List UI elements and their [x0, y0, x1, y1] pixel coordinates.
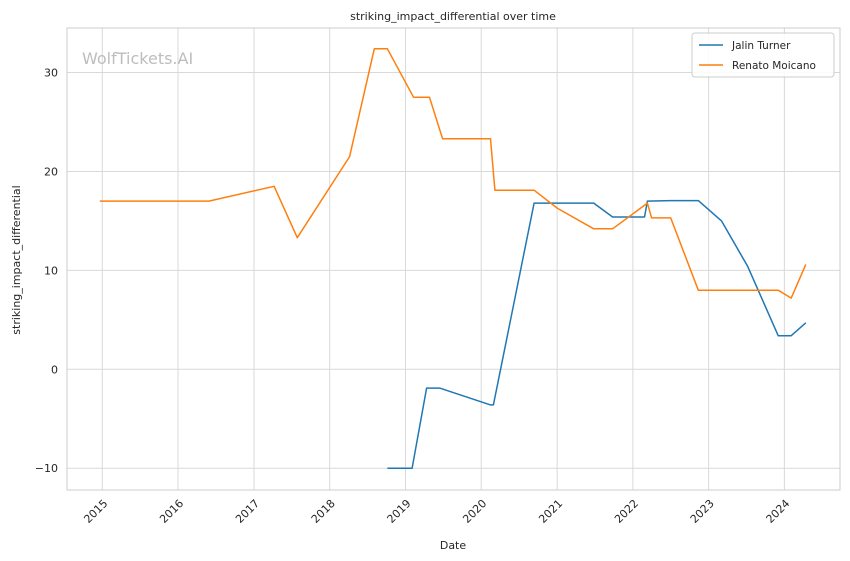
plot-area-frame — [66, 27, 841, 491]
y-tick-label: −10 — [35, 462, 58, 475]
series-lines — [99, 48, 807, 469]
x-axis-title: Date — [440, 539, 467, 552]
y-tick-label: 30 — [44, 67, 58, 80]
y-tick-label: 20 — [44, 165, 58, 178]
y-tick-label: 10 — [44, 264, 58, 277]
legend-label-jalin-turner: Jalin Turner — [731, 40, 791, 52]
legend-box — [691, 32, 835, 78]
y-tick-label: 0 — [51, 363, 58, 376]
y-axis-ticks: −10 0 10 20 30 — [35, 67, 58, 476]
series-line-renato-moicano — [99, 48, 807, 299]
y-axis-title: striking_impact_differential — [10, 185, 23, 334]
legend: Jalin Turner Renato Moicano — [691, 32, 835, 78]
grid-lines — [67, 28, 840, 490]
legend-label-renato-moicano: Renato Moicano — [732, 60, 816, 72]
watermark-text: WolfTickets.AI — [82, 49, 193, 68]
chart-title: striking_impact_differential over time — [350, 10, 556, 23]
